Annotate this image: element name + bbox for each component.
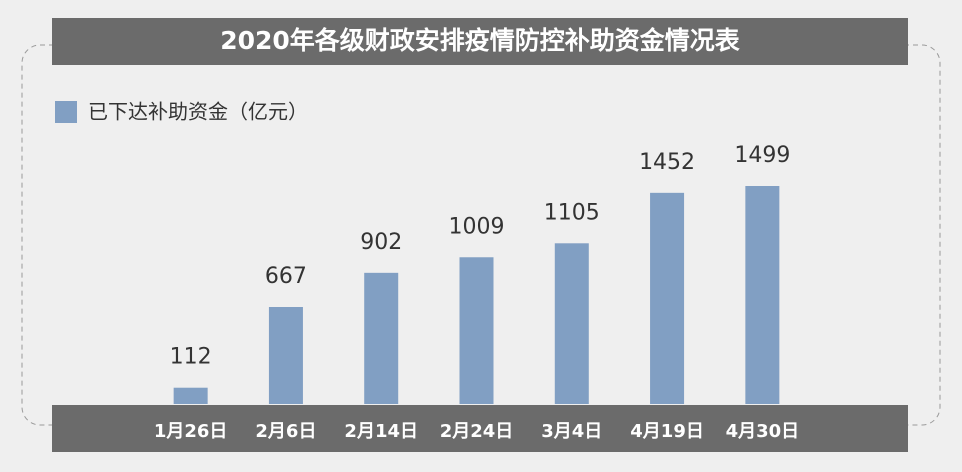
bar bbox=[459, 257, 494, 404]
value-label: 902 bbox=[360, 230, 402, 255]
bar bbox=[745, 186, 780, 404]
bar bbox=[554, 243, 589, 404]
bar bbox=[650, 192, 685, 404]
x-tick-label: 2月6日 bbox=[255, 421, 316, 442]
x-tick-label: 2月14日 bbox=[344, 421, 418, 442]
legend-label: 已下达补助资金（亿元） bbox=[88, 100, 308, 124]
title-bar bbox=[52, 18, 908, 65]
x-tick-label: 4月30日 bbox=[726, 421, 800, 442]
bar bbox=[364, 272, 399, 404]
x-tick-label: 2月24日 bbox=[440, 421, 514, 442]
value-label: 1009 bbox=[449, 214, 505, 239]
bar bbox=[268, 306, 303, 404]
x-tick-label: 4月19日 bbox=[630, 421, 704, 442]
value-label: 667 bbox=[265, 264, 307, 289]
value-label: 112 bbox=[170, 345, 212, 370]
value-label: 1452 bbox=[639, 150, 695, 175]
x-tick-label: 1月26日 bbox=[154, 421, 228, 442]
legend-swatch bbox=[55, 101, 77, 123]
value-label: 1105 bbox=[544, 200, 600, 225]
axis-bar bbox=[52, 405, 908, 452]
value-label: 1499 bbox=[734, 143, 790, 168]
chart-title: 2020年各级财政安排疫情防控补助资金情况表 bbox=[220, 26, 741, 55]
x-tick-label: 3月4日 bbox=[541, 421, 602, 442]
bar bbox=[173, 387, 208, 404]
